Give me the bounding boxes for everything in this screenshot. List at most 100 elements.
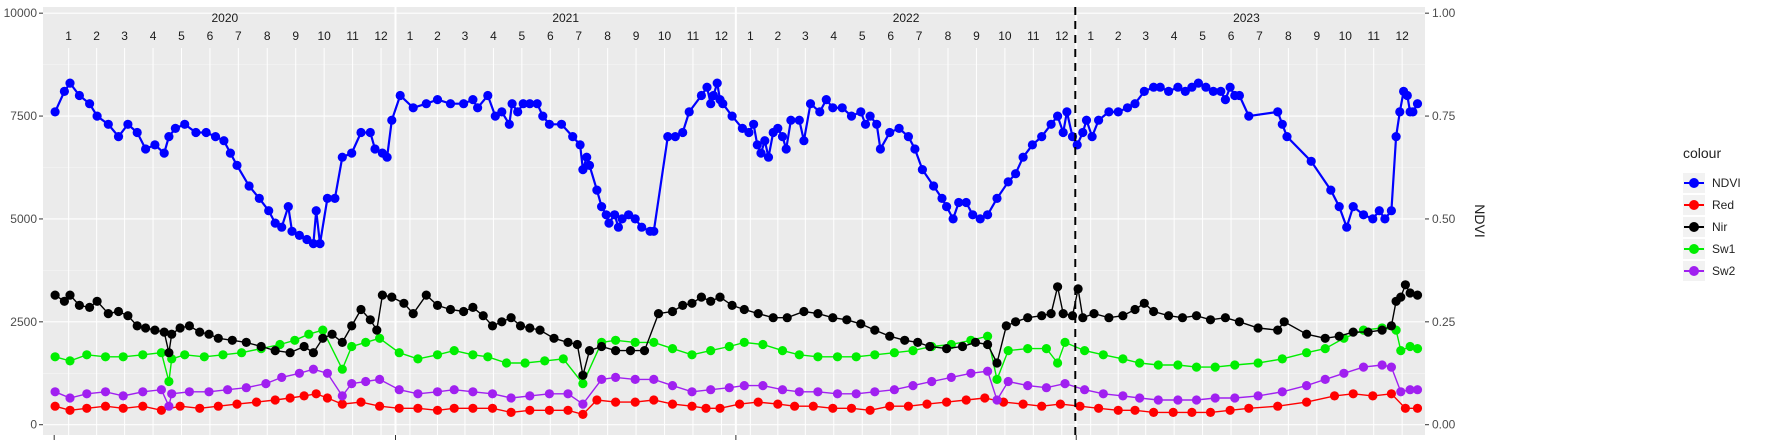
data-point-ndvi	[856, 107, 866, 117]
month-label: 11	[1367, 29, 1380, 43]
data-point-red	[468, 403, 478, 413]
data-point-ndvi	[1306, 156, 1316, 166]
data-point-sw1	[361, 337, 371, 347]
month-label: 12	[374, 29, 388, 43]
data-point-nir	[1320, 333, 1330, 343]
data-point-ndvi	[85, 99, 95, 109]
data-point-red	[506, 407, 516, 417]
data-point-ndvi	[568, 132, 578, 142]
month-label: 2	[774, 29, 781, 43]
month-label: 8	[1285, 29, 1292, 43]
data-point-red	[592, 395, 602, 405]
month-label: 12	[1395, 29, 1409, 43]
month-label: 5	[859, 29, 866, 43]
data-point-nir	[753, 309, 763, 319]
data-point-nir	[549, 333, 559, 343]
data-point-sw1	[375, 333, 385, 343]
data-point-sw2	[983, 366, 993, 376]
data-point-nir	[957, 341, 968, 352]
y-left-tick-label: 5000	[10, 212, 37, 226]
data-point-nir	[525, 323, 535, 333]
data-point-ndvi	[828, 103, 838, 113]
data-point-nir	[1220, 313, 1230, 323]
data-point-nir	[1001, 321, 1011, 331]
data-point-ndvi	[113, 132, 124, 142]
data-point-ndvi	[1402, 90, 1412, 101]
data-point-nir	[132, 321, 142, 331]
data-point-ndvi	[1037, 132, 1047, 142]
month-label: 9	[1313, 29, 1320, 43]
data-point-red	[687, 401, 697, 411]
data-point-nir	[85, 302, 95, 312]
data-point-ndvi	[490, 111, 500, 121]
data-point-sw1	[413, 354, 423, 364]
month-label: 8	[604, 29, 611, 43]
data-point-ndvi	[885, 127, 895, 138]
data-point-ndvi	[630, 214, 640, 224]
data-point-nir	[365, 315, 375, 325]
data-point-nir	[337, 337, 347, 347]
data-point-ndvi	[584, 160, 595, 170]
data-point-sw2	[1386, 362, 1396, 372]
data-point-red	[1400, 403, 1410, 413]
data-point-sw2	[1210, 393, 1220, 403]
data-point-sw1	[739, 337, 749, 347]
data-point-sw1	[199, 352, 209, 362]
data-point-ndvi	[1003, 177, 1013, 187]
data-point-nir	[1279, 317, 1289, 327]
data-point-sw2	[118, 391, 128, 401]
data-point-sw2	[687, 387, 697, 397]
data-point-nir	[611, 346, 621, 356]
series-nir	[50, 280, 1423, 380]
data-point-ndvi	[504, 119, 514, 129]
data-point-red	[213, 401, 223, 411]
data-point-red	[1329, 391, 1340, 401]
data-point-red	[961, 395, 971, 405]
data-point-nir	[92, 296, 102, 306]
data-point-sw2	[308, 364, 318, 374]
month-label: 3	[121, 29, 128, 43]
data-point-red	[375, 401, 385, 411]
data-point-sw2	[432, 387, 443, 397]
data-point-ndvi	[948, 214, 958, 224]
data-point-nir	[347, 321, 357, 331]
right-axis-title: NDVI	[1472, 204, 1488, 237]
data-point-red	[753, 397, 763, 407]
data-point-nir	[1191, 311, 1202, 321]
legend-title: colour	[1683, 145, 1721, 161]
data-point-nir	[356, 304, 366, 315]
data-point-ndvi	[718, 99, 728, 109]
data-point-ndvi	[799, 136, 809, 146]
data-point-red	[808, 401, 818, 411]
y-right-tick-label: 1.00	[1432, 6, 1456, 20]
data-point-ndvi	[483, 90, 493, 101]
data-point-red	[865, 405, 875, 415]
data-point-ndvi	[1234, 90, 1244, 101]
data-point-sw2	[164, 401, 174, 411]
data-point-sw2	[992, 395, 1002, 405]
data-point-red	[544, 405, 555, 415]
data-point-red	[611, 397, 621, 407]
data-point-ndvi	[556, 119, 567, 129]
y-right-tick-label: 0.50	[1432, 212, 1456, 226]
data-point-sw2	[966, 368, 976, 378]
data-point-nir	[799, 306, 809, 317]
data-point-nir	[387, 292, 397, 302]
data-point-ndvi	[1386, 206, 1396, 216]
data-point-ndvi	[678, 127, 688, 138]
data-point-ndvi	[837, 103, 847, 113]
data-point-ndvi	[756, 148, 766, 158]
data-point-red	[175, 401, 185, 411]
data-point-sw2	[184, 387, 194, 397]
data-point-sw1	[337, 364, 347, 374]
data-point-nir	[74, 300, 84, 310]
data-point-sw2	[1153, 395, 1163, 405]
data-point-sw2	[1041, 383, 1051, 393]
data-point-ndvi	[1220, 95, 1230, 105]
data-point-ndvi	[1180, 86, 1190, 96]
data-point-ndvi	[1173, 82, 1183, 92]
data-point-ndvi	[752, 140, 762, 150]
data-point-ndvi	[1113, 107, 1123, 117]
data-point-nir	[399, 298, 409, 308]
data-point-ndvi	[1164, 86, 1174, 96]
